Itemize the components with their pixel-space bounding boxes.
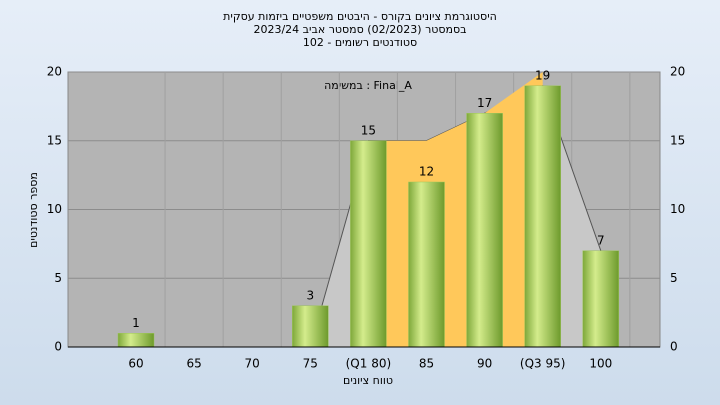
bar — [117, 333, 155, 348]
title-line: סטודנטים רשומים - 102 — [303, 36, 417, 49]
y2-tick-label: 20 — [670, 65, 685, 79]
y-axis-label: מספר סטודנטים — [27, 172, 40, 248]
y-tick-label: 15 — [47, 133, 62, 147]
bar — [292, 305, 329, 348]
data-label: 1 — [132, 316, 140, 330]
data-label: 19 — [535, 68, 550, 82]
y-tick-label: 5 — [54, 271, 62, 285]
title-line: בסמסטר (02/2023) סמסטר אביב 2023/24 — [253, 23, 466, 36]
title-line: היסטוגרמת ציונים בקורס - היבטים משפטיים … — [223, 10, 497, 23]
data-label: 15 — [361, 123, 376, 137]
x-tick-label: 85 — [419, 357, 434, 371]
y2-tick-label: 5 — [670, 271, 678, 285]
x-tick-label: 100 — [589, 357, 612, 371]
data-label: 7 — [597, 233, 605, 247]
bar — [350, 140, 387, 348]
x-axis-label: טווח ציונים — [343, 374, 393, 387]
y-tick-label: 0 — [54, 340, 62, 354]
y2-tick-label: 10 — [670, 202, 685, 216]
data-label: 3 — [306, 288, 314, 302]
bar — [582, 250, 620, 348]
data-label: 17 — [477, 96, 492, 110]
x-tick-label: 65 — [186, 357, 201, 371]
bar — [408, 181, 445, 348]
data-label: 12 — [419, 165, 434, 179]
x-tick-label: 90 — [477, 357, 492, 371]
bar — [466, 113, 503, 348]
x-tick-label: (Q1 80) — [346, 357, 392, 371]
x-tick-label: 60 — [128, 357, 143, 371]
y2-tick-label: 0 — [670, 340, 678, 354]
y-tick-label: 10 — [47, 202, 62, 216]
annotation: במשימה : Final_A — [324, 79, 412, 92]
bar — [524, 85, 561, 348]
plot-layer: 0 5 10 15 20 0 5 10 15 20 1 60 65 70 3 75 15 (Q1 80) 12 85 1… — [47, 65, 686, 371]
y2-tick-label: 15 — [670, 133, 685, 147]
x-tick-label: 70 — [245, 357, 260, 371]
x-tick-label: (Q3 95) — [520, 357, 566, 371]
y-tick-label: 20 — [47, 65, 62, 79]
x-tick-label: 75 — [303, 357, 318, 371]
